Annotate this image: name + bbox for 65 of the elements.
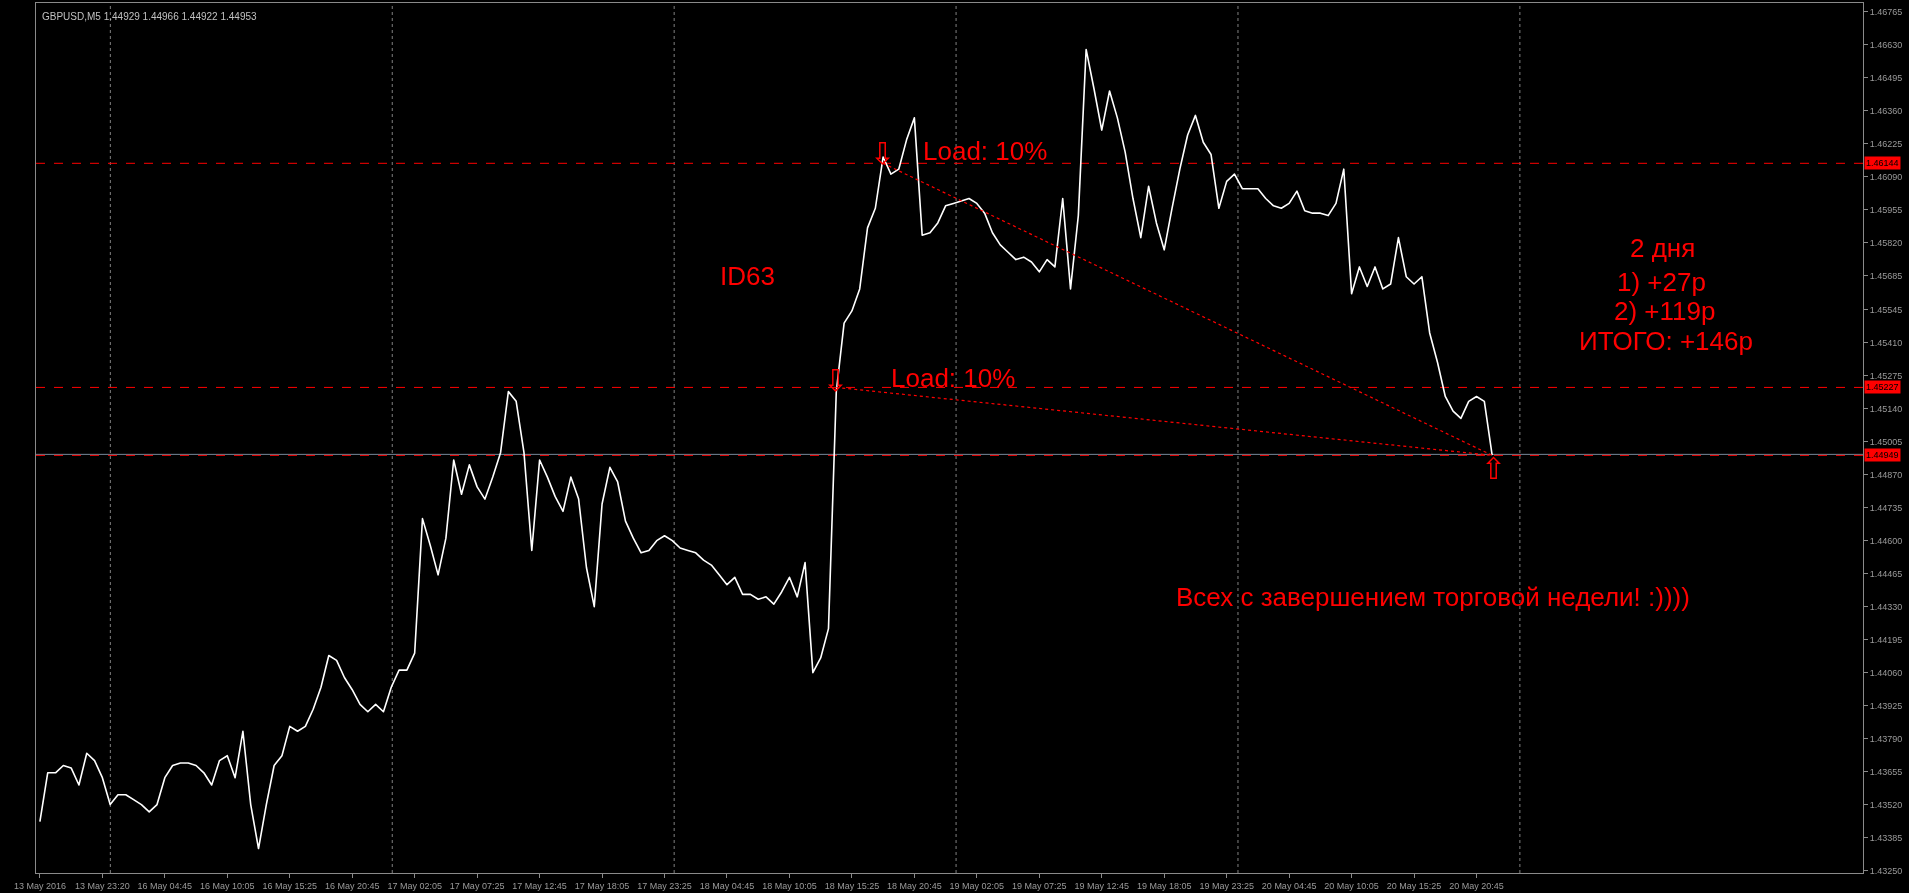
- annotation: 2 дня: [1630, 233, 1696, 263]
- x-tick-label: 16 May 04:45: [137, 880, 193, 891]
- x-tick-label: 17 May 18:05: [574, 880, 630, 891]
- x-tick-label: 20 May 04:45: [1261, 880, 1317, 891]
- ref-line-label: 1.45227: [1866, 382, 1899, 392]
- annotation: ИТОГО: +146р: [1579, 326, 1753, 356]
- y-tick-label: 1.44735: [1869, 502, 1903, 513]
- y-tick-label: 1.44600: [1869, 535, 1903, 546]
- ref-line-label: 1.46144: [1866, 158, 1899, 168]
- y-tick-label: 1.45955: [1869, 204, 1903, 215]
- y-tick-label: 1.46090: [1869, 171, 1903, 182]
- y-tick-label: 1.46630: [1869, 39, 1903, 50]
- y-tick-label: 1.45140: [1869, 403, 1903, 414]
- y-tick-label: 1.45545: [1869, 304, 1903, 315]
- y-tick-label: 1.43520: [1869, 799, 1903, 810]
- x-tick-label: 17 May 23:25: [637, 880, 692, 891]
- y-tick-label: 1.44060: [1869, 667, 1903, 678]
- x-tick-label: 16 May 15:25: [262, 880, 318, 891]
- y-tick-label: 1.45275: [1869, 370, 1903, 381]
- y-tick-label: 1.46495: [1869, 72, 1903, 83]
- y-tick-label: 1.46225: [1869, 138, 1903, 149]
- y-tick-label: 1.46765: [1869, 6, 1903, 17]
- x-tick-label: 13 May 2016: [13, 880, 66, 891]
- x-tick-label: 18 May 15:25: [824, 880, 880, 891]
- x-tick-label: 20 May 10:05: [1324, 880, 1379, 891]
- ref-line-label: 1.44949: [1866, 450, 1899, 460]
- y-tick-label: 1.45410: [1869, 337, 1903, 348]
- x-tick-label: 20 May 20:45: [1449, 880, 1504, 891]
- x-tick-label: 13 May 23:20: [75, 880, 130, 891]
- x-tick-label: 18 May 10:05: [762, 880, 817, 891]
- annotation: 2) +119р: [1614, 296, 1716, 326]
- y-tick-label: 1.45685: [1869, 270, 1903, 281]
- y-tick-label: 1.43385: [1869, 832, 1903, 843]
- annotation: Load: 10%: [923, 136, 1048, 166]
- y-tick-label: 1.43250: [1869, 865, 1903, 876]
- y-tick-label: 1.43790: [1869, 733, 1903, 744]
- y-tick-label: 1.46360: [1869, 105, 1903, 116]
- x-tick-label: 19 May 02:05: [949, 880, 1005, 891]
- x-tick-label: 18 May 20:45: [887, 880, 942, 891]
- x-tick-label: 16 May 10:05: [200, 880, 255, 891]
- x-tick-label: 19 May 12:45: [1074, 880, 1130, 891]
- x-tick-label: 18 May 04:45: [699, 880, 755, 891]
- annotation: ⇩: [870, 137, 896, 170]
- y-tick-label: 1.43925: [1869, 700, 1903, 711]
- text: GBPUSD,M5 1.44929 1.44966 1.44922 1.44953: [42, 10, 258, 22]
- y-tick-label: 1.45820: [1869, 237, 1903, 248]
- annotation: ⇧: [1481, 452, 1507, 485]
- x-tick-label: 17 May 02:05: [387, 880, 442, 891]
- x-tick-label: 17 May 12:45: [512, 880, 567, 891]
- x-tick-label: 19 May 23:25: [1199, 880, 1254, 891]
- y-tick-label: 1.43655: [1869, 766, 1903, 777]
- annotation: Load: 10%: [891, 363, 1016, 393]
- x-tick-label: 20 May 15:25: [1386, 880, 1442, 891]
- y-tick-label: 1.44465: [1869, 568, 1903, 579]
- x-tick-label: 19 May 18:05: [1136, 880, 1192, 891]
- annotation: Всех с завершением торговой недели! :)))): [1176, 582, 1690, 612]
- x-tick-label: 17 May 07:25: [449, 880, 505, 891]
- y-tick-label: 1.45005: [1869, 436, 1903, 447]
- x-tick-label: 19 May 07:25: [1012, 880, 1067, 891]
- annotation: ID63: [720, 261, 775, 291]
- annotation: 1) +27р: [1617, 267, 1706, 297]
- y-tick-label: 1.44870: [1869, 469, 1903, 480]
- y-tick-label: 1.44195: [1869, 634, 1903, 645]
- x-tick-label: 16 May 20:45: [324, 880, 380, 891]
- y-tick-label: 1.44330: [1869, 601, 1903, 612]
